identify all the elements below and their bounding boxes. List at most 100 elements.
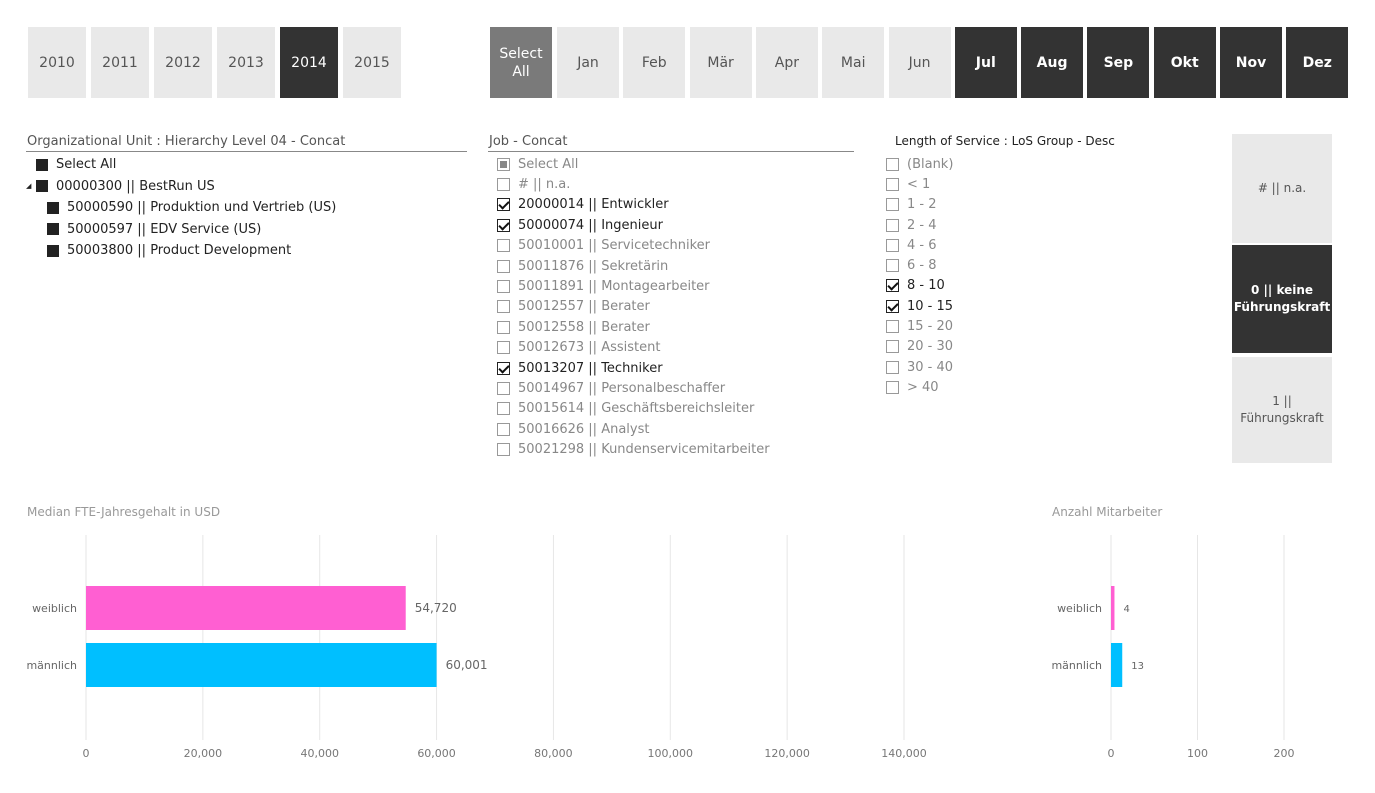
month-select-all-tile[interactable]: Select All	[490, 27, 552, 98]
month-tile-okt[interactable]: Okt	[1153, 27, 1216, 98]
collapse-arrow-icon[interactable]: ◢	[26, 182, 32, 191]
job-item[interactable]: 50012557 || Berater	[497, 297, 770, 317]
month-tile-feb[interactable]: Feb	[623, 27, 686, 98]
month-tile-mär[interactable]: Mär	[689, 27, 752, 98]
job-item-label: 50012673 || Assistent	[518, 340, 661, 356]
job-item[interactable]: 50016626 || Analyst	[497, 419, 770, 439]
los-item[interactable]: 15 - 20	[886, 316, 1106, 336]
los-item[interactable]: 8 - 10	[886, 276, 1106, 296]
job-item-label: 50011891 || Montagearbeiter	[518, 279, 710, 295]
x-tick-label: 0	[1108, 747, 1115, 760]
checkbox-icon[interactable]	[886, 218, 899, 232]
los-item[interactable]: 30 - 40	[886, 357, 1106, 377]
month-tile-jul[interactable]: Jul	[954, 27, 1017, 98]
checkbox-icon[interactable]	[886, 238, 899, 252]
month-tile-aug[interactable]: Aug	[1021, 27, 1084, 98]
checkbox-icon[interactable]	[497, 443, 510, 457]
los-item[interactable]: < 1	[886, 174, 1106, 194]
month-tile-apr[interactable]: Apr	[755, 27, 818, 98]
org-item[interactable]: 50000597 || EDV Service (US)	[26, 219, 466, 241]
job-item[interactable]: 50010001 || Servicetechniker	[497, 236, 770, 256]
year-tile-2011[interactable]: 2011	[91, 27, 149, 98]
job-slicer-scroll[interactable]: Select All # || n.a. 20000014 || Entwickle…	[488, 154, 854, 466]
checkbox-icon[interactable]	[886, 157, 899, 171]
year-tile-2013[interactable]: 2013	[217, 27, 275, 98]
los-item[interactable]: 1 - 2	[886, 195, 1106, 215]
checkbox-icon[interactable]	[886, 259, 899, 273]
job-item[interactable]: 50012673 || Assistent	[497, 338, 770, 358]
checkbox-icon[interactable]	[497, 280, 510, 294]
checkbox-icon[interactable]	[497, 381, 510, 395]
los-item-label: 2 - 4	[907, 217, 937, 233]
month-tile-mai[interactable]: Mai	[822, 27, 885, 98]
checkbox-icon[interactable]	[886, 380, 899, 394]
selected-square-icon	[47, 223, 59, 236]
los-item[interactable]: 10 - 15	[886, 296, 1106, 316]
selected-square-icon	[36, 180, 48, 193]
los-item[interactable]: (Blank)	[886, 154, 1106, 174]
los-item-label: 4 - 6	[907, 237, 937, 253]
year-tile-2015[interactable]: 2015	[343, 27, 401, 98]
month-tile-jan[interactable]: Jan	[557, 27, 619, 98]
job-slicer-divider	[488, 151, 854, 152]
los-item[interactable]: 6 - 8	[886, 255, 1106, 275]
checkbox-icon[interactable]	[886, 279, 899, 293]
checkbox-icon[interactable]	[497, 300, 510, 314]
job-item[interactable]: 50015614 || Geschäftsbereichsleiter	[497, 399, 770, 419]
selected-square-icon	[47, 244, 59, 257]
checkbox-icon[interactable]	[886, 360, 899, 374]
checkbox-icon[interactable]	[886, 320, 899, 334]
month-tile-jun[interactable]: Jun	[888, 27, 951, 98]
checkbox-icon[interactable]	[497, 422, 510, 436]
los-item[interactable]: > 40	[886, 377, 1106, 397]
checkbox-icon[interactable]	[497, 320, 510, 334]
checkbox-icon[interactable]	[497, 178, 510, 192]
year-tile-2012[interactable]: 2012	[154, 27, 212, 98]
job-item[interactable]: 50000074 || Ingenieur	[497, 215, 770, 235]
year-tile-2014[interactable]: 2014	[280, 27, 338, 98]
checkbox-icon[interactable]	[886, 198, 899, 212]
bar-männlich	[1111, 643, 1123, 687]
los-item[interactable]: 20 - 30	[886, 337, 1106, 357]
checkbox-icon[interactable]	[497, 198, 510, 212]
checkbox-icon[interactable]	[497, 239, 510, 253]
checkbox-icon[interactable]	[497, 259, 510, 273]
los-item[interactable]: 2 - 4	[886, 215, 1106, 235]
job-item[interactable]: 50011876 || Sekretärin	[497, 256, 770, 276]
checkbox-icon[interactable]	[497, 341, 510, 355]
manager-tile[interactable]: 0 || keine Führungskraft	[1232, 245, 1332, 353]
org-item[interactable]: 50000590 || Produktion und Vertrieb (US)	[26, 197, 466, 219]
job-item-label: 50010001 || Servicetechniker	[518, 238, 710, 254]
month-tile-nov[interactable]: Nov	[1220, 27, 1282, 98]
month-tile-sep[interactable]: Sep	[1087, 27, 1150, 98]
job-item[interactable]: 50011891 || Montagearbeiter	[497, 276, 770, 296]
job-item[interactable]: 50012558 || Berater	[497, 317, 770, 337]
checkbox-icon[interactable]	[497, 157, 510, 171]
org-item[interactable]: ◢ 00000300 || BestRun US	[26, 176, 466, 198]
job-item[interactable]: 50014967 || Personalbeschaffer	[497, 378, 770, 398]
checkbox-icon[interactable]	[497, 218, 510, 232]
job-item[interactable]: 50021298 || Kundenservicemitarbeiter	[497, 439, 770, 459]
x-tick-label: 200	[1274, 747, 1295, 760]
checkbox-icon[interactable]	[497, 361, 510, 375]
job-item-label: 50000074 || Ingenieur	[518, 217, 663, 233]
checkbox-icon[interactable]	[497, 402, 510, 416]
los-item[interactable]: 4 - 6	[886, 235, 1106, 255]
year-tile-2010[interactable]: 2010	[28, 27, 86, 98]
job-item[interactable]: 20000014 || Entwickler	[497, 195, 770, 215]
manager-tile[interactable]: 1 || Führungskraft	[1232, 357, 1332, 463]
x-tick-label: 0	[83, 747, 90, 760]
manager-tile[interactable]: # || n.a.	[1232, 134, 1332, 243]
job-item[interactable]: 50013207 || Techniker	[497, 358, 770, 378]
org-item[interactable]: 50003800 || Product Development	[26, 240, 466, 262]
month-tile-dez[interactable]: Dez	[1286, 27, 1349, 98]
los-slicer-title: Length of Service : LoS Group - Desc	[895, 134, 1115, 148]
job-item[interactable]: Select All	[497, 154, 770, 174]
checkbox-icon[interactable]	[886, 177, 899, 191]
category-label: männlich	[1051, 659, 1102, 672]
org-select-all[interactable]: Select All	[26, 154, 466, 176]
job-item[interactable]: # || n.a.	[497, 174, 770, 194]
checkbox-icon[interactable]	[886, 340, 899, 354]
checkbox-icon[interactable]	[886, 299, 899, 313]
los-item-label: (Blank)	[907, 156, 954, 172]
